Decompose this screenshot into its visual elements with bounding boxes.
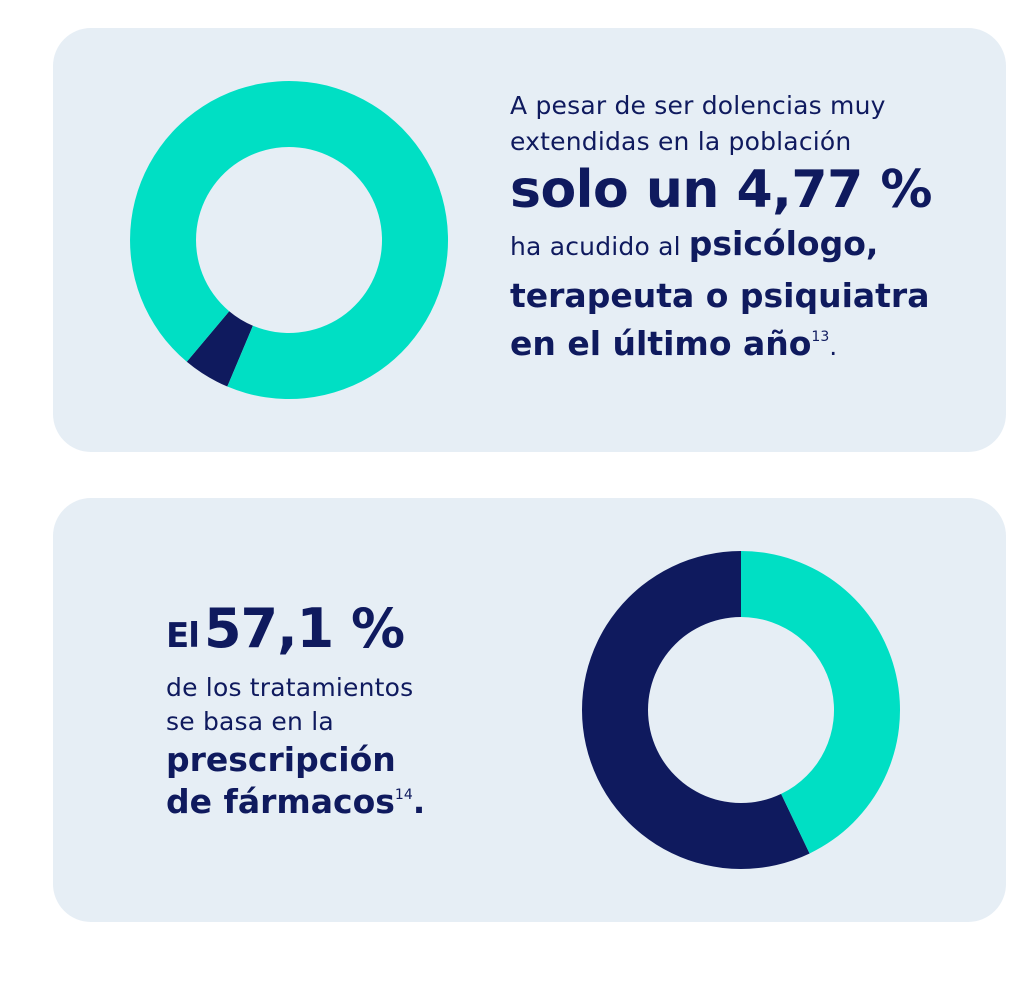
big-stat: 57,1 % [203, 597, 405, 660]
line-5: en el último año13. [510, 320, 990, 368]
donut-slice-rest [130, 81, 449, 400]
donut-chart-psychologist [130, 81, 449, 400]
donut-slice-highlight [581, 551, 810, 869]
line-3-bold: psicólogo, [688, 224, 879, 263]
stat-card-psychologist: A pesar de ser dolencias muy extendidas … [53, 28, 1006, 452]
stat-card-treatments: El 57,1 % de los tratamientos se basa en… [53, 498, 1006, 922]
donut-slice-rest [741, 551, 900, 854]
treatments-line-4-trail: . [412, 782, 426, 821]
highlight-stat: solo un 4,77 % [510, 160, 932, 220]
footnote-13: 13 [811, 329, 830, 345]
treatments-line-4: de fármacos14. [166, 781, 546, 823]
donut-chart-treatments [581, 551, 900, 869]
line-4: terapeuta o psiquiatra [510, 276, 930, 315]
line-5-trail: . [829, 332, 838, 361]
treatments-text: El 57,1 % de los tratamientos se basa en… [166, 600, 546, 823]
treatments-line-1: de los tratamientos [166, 673, 414, 702]
line-3-prefix: ha acudido al [510, 232, 681, 261]
psychologist-text: A pesar de ser dolencias muy extendidas … [510, 88, 990, 368]
stat-line: El 57,1 % [166, 600, 546, 671]
intro-line-1: A pesar de ser dolencias muy [510, 91, 886, 120]
line-3: ha acudido al psicólogo, [510, 220, 990, 272]
treatments-line-4-text: de fármacos [166, 782, 395, 821]
footnote-14: 14 [394, 787, 413, 803]
el-word: El [166, 616, 200, 656]
donut-slice-highlight [186, 311, 253, 387]
line-5-text: en el último año [510, 324, 812, 363]
treatments-line-3: prescripción [166, 740, 396, 779]
intro-line-2: extendidas en la población [510, 127, 852, 156]
treatments-line-2: se basa en la [166, 707, 334, 736]
